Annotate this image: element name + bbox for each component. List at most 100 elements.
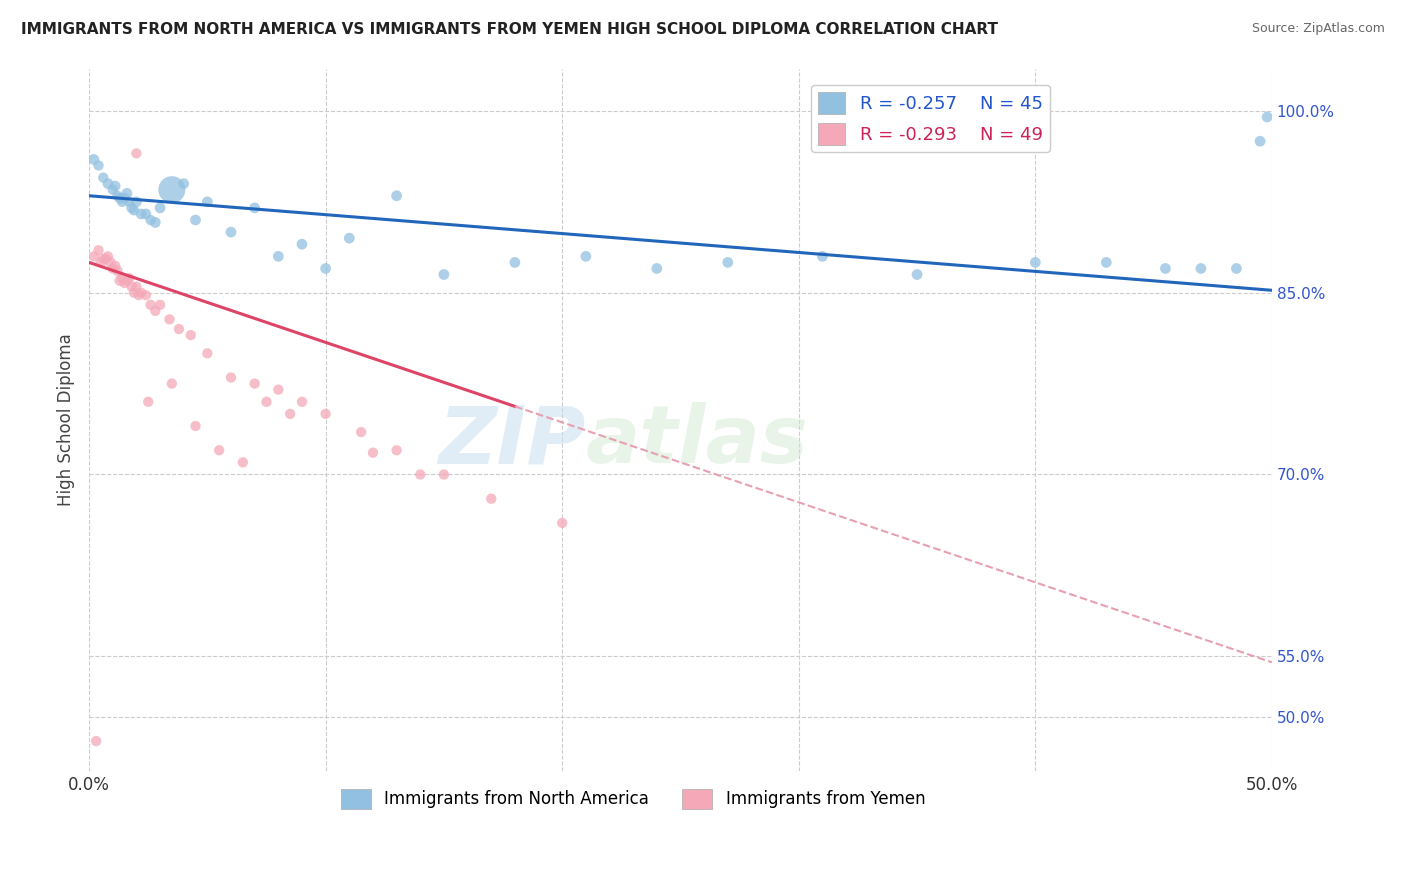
Point xyxy=(107,188,129,202)
Text: atlas: atlas xyxy=(586,402,808,480)
Y-axis label: High School Diploma: High School Diploma xyxy=(58,334,75,507)
Point xyxy=(139,298,162,312)
Point xyxy=(385,188,408,202)
Point xyxy=(122,285,145,300)
Point xyxy=(122,203,145,218)
Point xyxy=(111,271,134,285)
Point xyxy=(84,734,107,748)
Point xyxy=(98,255,121,269)
Point xyxy=(219,225,242,239)
Point xyxy=(91,252,114,266)
Point xyxy=(184,213,207,227)
Point xyxy=(1256,110,1278,124)
Point xyxy=(1024,255,1046,269)
Point xyxy=(385,443,408,458)
Point xyxy=(173,177,195,191)
Point xyxy=(1154,261,1177,276)
Point xyxy=(108,274,131,288)
Point xyxy=(139,213,162,227)
Point xyxy=(243,376,266,391)
Point xyxy=(409,467,432,482)
Point xyxy=(125,279,148,293)
Point xyxy=(184,419,207,434)
Point xyxy=(361,445,384,459)
Point xyxy=(104,179,127,194)
Point xyxy=(350,425,373,439)
Point xyxy=(121,279,143,293)
Text: IMMIGRANTS FROM NORTH AMERICA VS IMMIGRANTS FROM YEMEN HIGH SCHOOL DIPLOMA CORRE: IMMIGRANTS FROM NORTH AMERICA VS IMMIGRA… xyxy=(21,22,998,37)
Point xyxy=(905,268,928,282)
Point xyxy=(129,285,152,300)
Point xyxy=(256,394,278,409)
Point xyxy=(433,467,456,482)
Point xyxy=(101,183,124,197)
Point xyxy=(160,183,183,197)
Point xyxy=(1249,134,1271,148)
Point xyxy=(219,370,242,384)
Point xyxy=(135,288,157,302)
Point xyxy=(1189,261,1212,276)
Point xyxy=(195,194,218,209)
Point xyxy=(160,376,183,391)
Point xyxy=(1095,255,1118,269)
Point xyxy=(107,264,129,278)
Point xyxy=(91,170,114,185)
Point xyxy=(575,249,598,263)
Point xyxy=(118,271,141,285)
Point xyxy=(278,407,301,421)
Point xyxy=(180,328,202,343)
Point xyxy=(267,249,290,263)
Point xyxy=(479,491,502,506)
Point xyxy=(291,237,314,252)
Point xyxy=(433,268,456,282)
Point xyxy=(121,201,143,215)
Point xyxy=(717,255,740,269)
Point xyxy=(143,215,166,229)
Point xyxy=(114,191,136,205)
Point xyxy=(136,394,159,409)
Point xyxy=(94,252,117,266)
Point xyxy=(115,274,138,288)
Point xyxy=(811,249,834,263)
Point xyxy=(135,207,157,221)
Point xyxy=(115,186,138,201)
Point xyxy=(159,312,181,326)
Point xyxy=(83,153,105,167)
Point xyxy=(1225,261,1247,276)
Point xyxy=(143,304,166,318)
Point xyxy=(118,194,141,209)
Point xyxy=(208,443,231,458)
Point xyxy=(129,207,152,221)
Point xyxy=(243,201,266,215)
Text: ZIP: ZIP xyxy=(439,402,586,480)
Point xyxy=(108,191,131,205)
Point xyxy=(315,261,337,276)
Point xyxy=(97,249,120,263)
Point xyxy=(111,194,134,209)
Point xyxy=(149,201,172,215)
Legend: Immigrants from North America, Immigrants from Yemen: Immigrants from North America, Immigrant… xyxy=(335,782,932,816)
Point xyxy=(315,407,337,421)
Point xyxy=(114,276,136,290)
Point xyxy=(149,298,172,312)
Point xyxy=(101,261,124,276)
Point xyxy=(167,322,190,336)
Point xyxy=(291,394,314,409)
Point xyxy=(645,261,668,276)
Point xyxy=(503,255,526,269)
Point xyxy=(195,346,218,360)
Point xyxy=(125,194,148,209)
Point xyxy=(87,244,110,258)
Point xyxy=(232,455,254,469)
Point xyxy=(125,146,148,161)
Point xyxy=(97,177,120,191)
Point xyxy=(90,255,112,269)
Point xyxy=(128,288,150,302)
Text: Source: ZipAtlas.com: Source: ZipAtlas.com xyxy=(1251,22,1385,36)
Point xyxy=(267,383,290,397)
Point xyxy=(551,516,574,530)
Point xyxy=(87,159,110,173)
Point xyxy=(83,249,105,263)
Point xyxy=(104,259,127,273)
Point xyxy=(337,231,360,245)
